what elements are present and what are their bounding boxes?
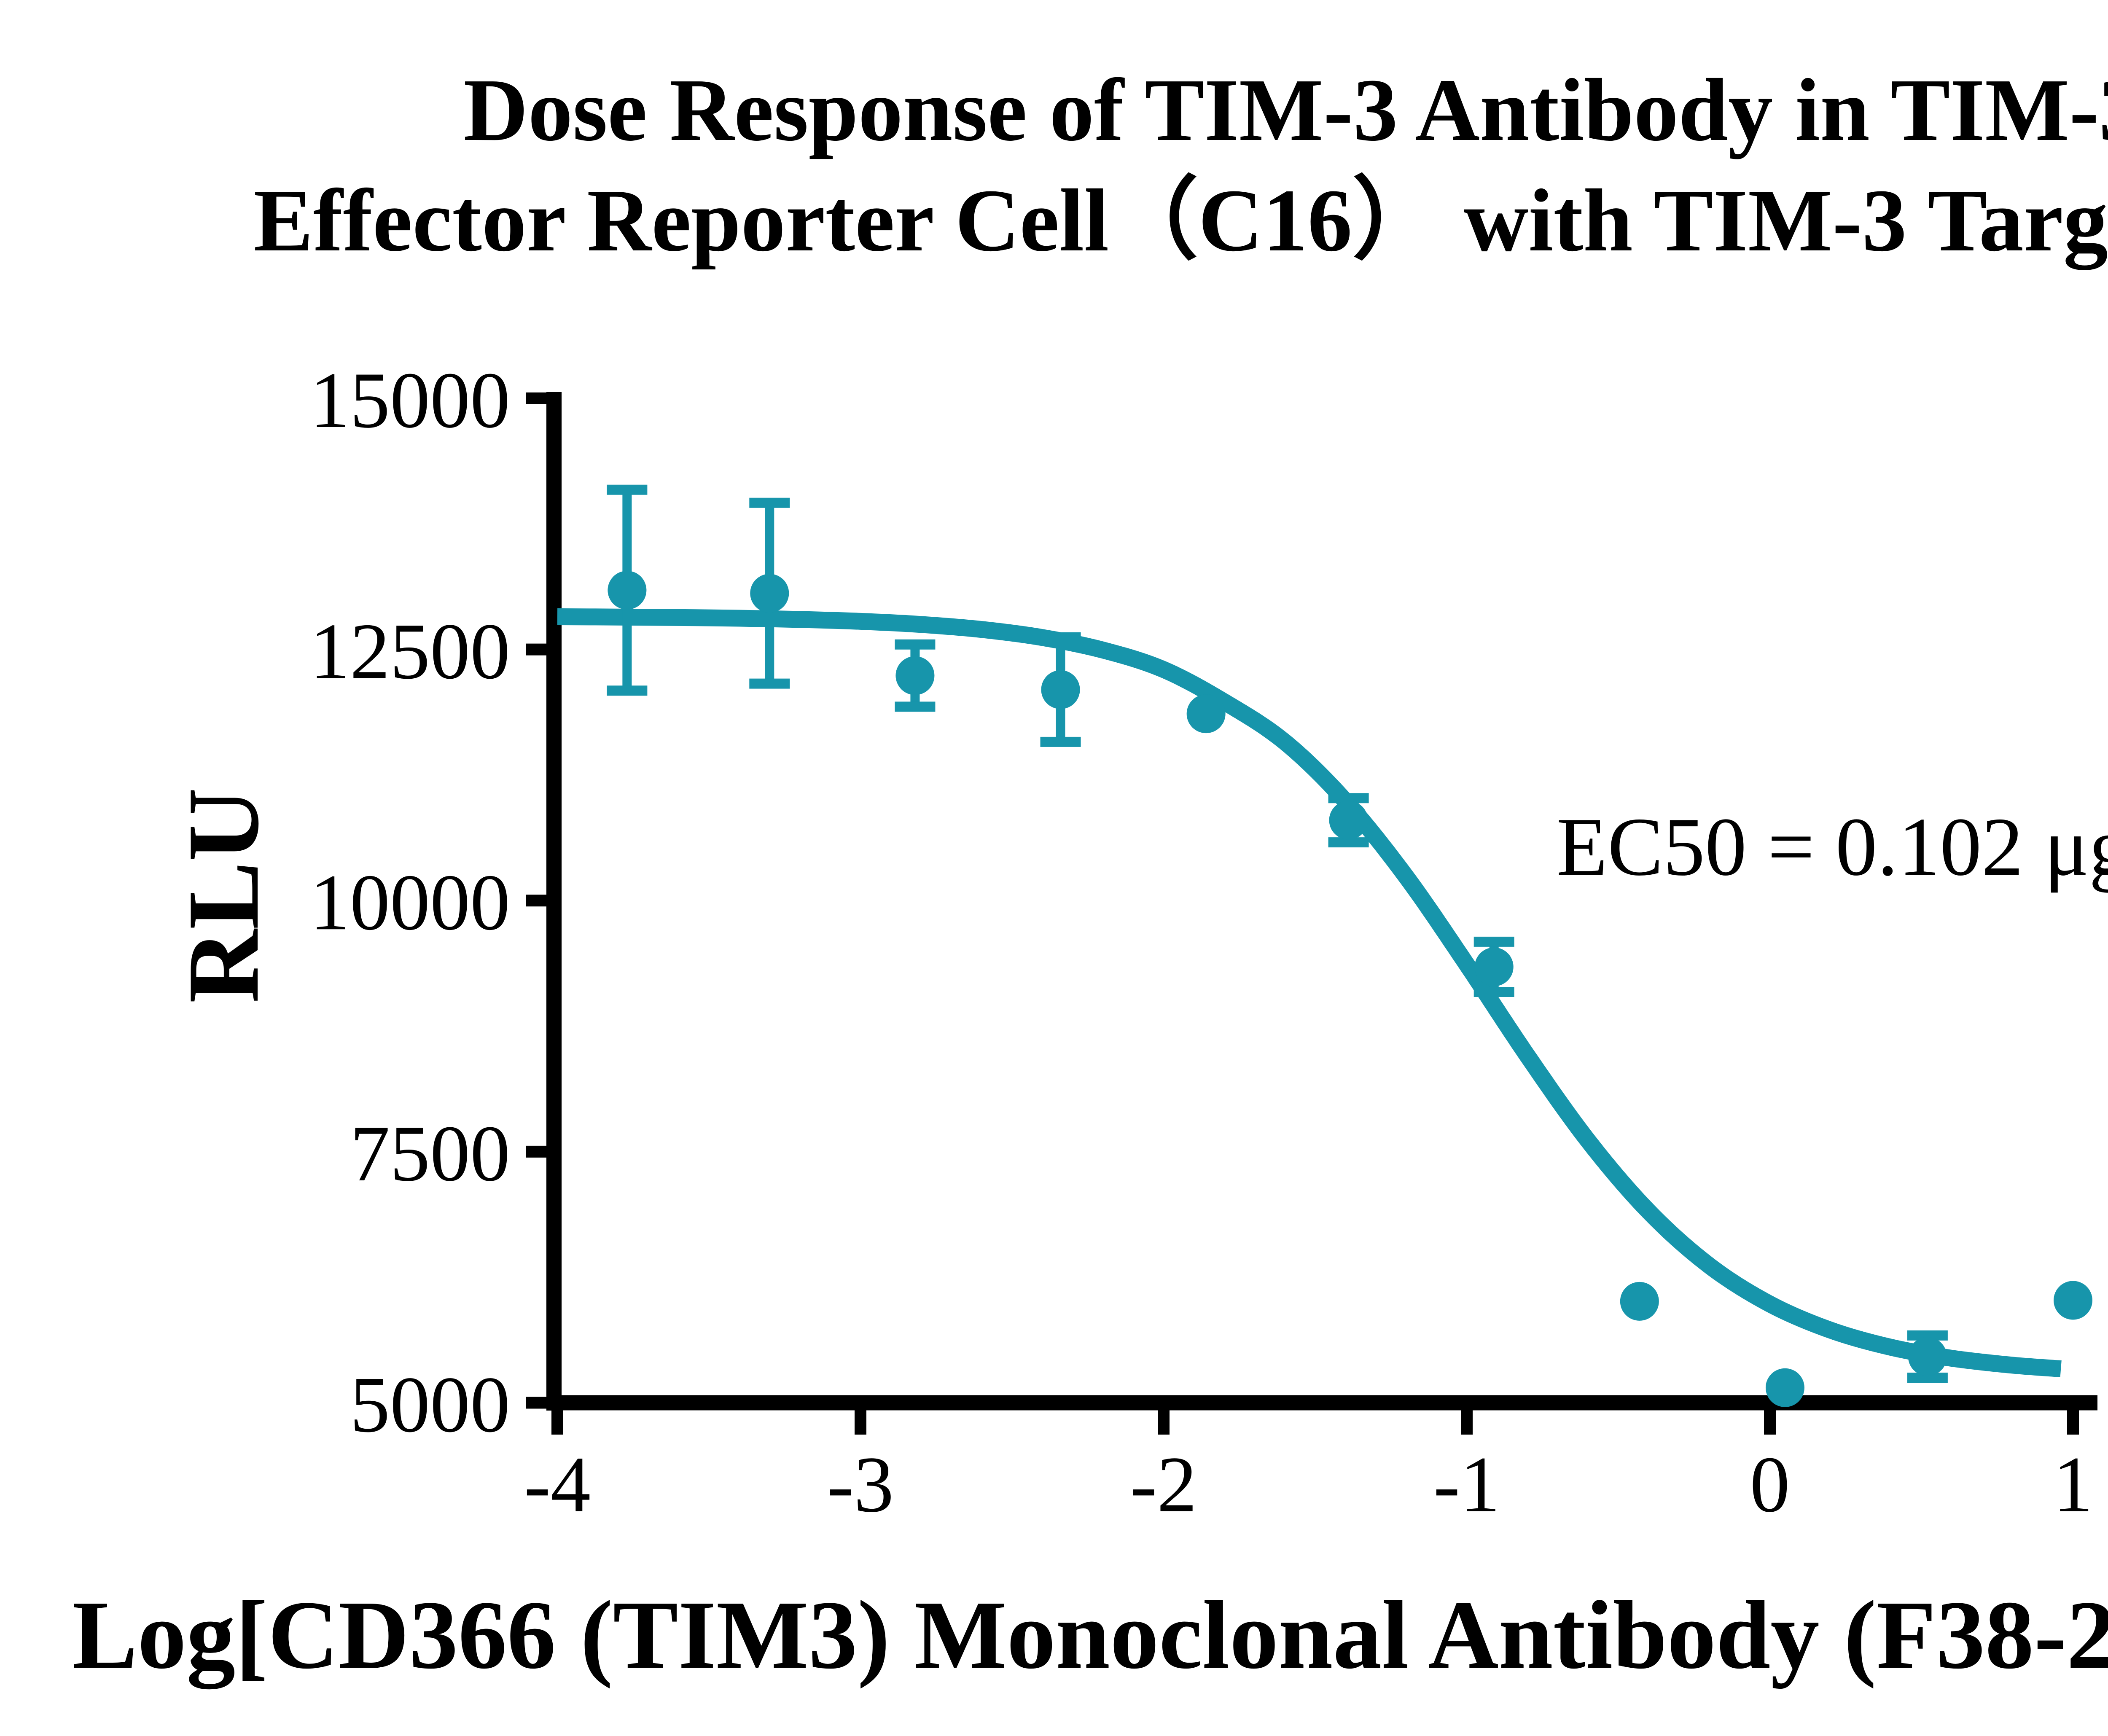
y-axis-line xyxy=(546,392,562,1411)
x-tick xyxy=(1764,1410,1776,1435)
y-tick xyxy=(526,392,546,404)
data-point xyxy=(1041,670,1080,709)
data-point xyxy=(1908,1337,1947,1376)
data-point xyxy=(750,574,789,613)
y-tick-label: 12500 xyxy=(310,607,510,696)
x-axis-label: Log[CD366 (TIM3) Monoclonal Antibody (F3… xyxy=(72,1581,2108,1689)
ec50-annotation: EC50 = 0.102 μg/ml xyxy=(1557,801,2108,893)
y-tick xyxy=(526,643,546,656)
x-tick xyxy=(2067,1410,2079,1435)
data-point xyxy=(1620,1282,1659,1321)
y-tick xyxy=(526,895,546,907)
y-tick xyxy=(526,1397,546,1409)
x-tick-label: -2 xyxy=(1130,1440,1197,1529)
data-point xyxy=(608,571,647,610)
x-tick-label: 1 xyxy=(2053,1440,2093,1529)
fit-curve xyxy=(557,608,2062,1377)
x-tick xyxy=(1158,1410,1170,1435)
x-tick-label: -1 xyxy=(1433,1440,1500,1529)
data-point xyxy=(1186,694,1226,734)
data-point xyxy=(1474,947,1514,986)
y-tick-label: 15000 xyxy=(310,356,510,445)
chart-title-line1: Dose Response of TIM-3 Antibody in TIM-3 xyxy=(463,60,2108,159)
x-tick xyxy=(1461,1410,1473,1435)
y-tick-label: 7500 xyxy=(350,1110,510,1198)
data-point xyxy=(895,656,935,695)
x-tick xyxy=(855,1410,866,1435)
x-axis-line xyxy=(546,1395,2097,1411)
data-point xyxy=(1765,1368,1804,1407)
x-tick-label: -4 xyxy=(524,1440,591,1529)
y-tick-label: 10000 xyxy=(310,858,510,947)
y-tick xyxy=(526,1145,546,1158)
data-point xyxy=(1329,801,1368,840)
chart-title-line2: Effector Reporter Cell（C16） with TIM-3 T… xyxy=(253,171,2108,270)
x-tick xyxy=(551,1410,563,1435)
x-tick-label: -3 xyxy=(827,1440,894,1529)
data-point xyxy=(2054,1281,2092,1320)
chart-title: Dose Response of TIM-3 Antibody in TIM-3… xyxy=(0,55,2108,276)
x-tick-label: 0 xyxy=(1750,1440,1790,1529)
y-tick-label: 5000 xyxy=(350,1361,510,1449)
